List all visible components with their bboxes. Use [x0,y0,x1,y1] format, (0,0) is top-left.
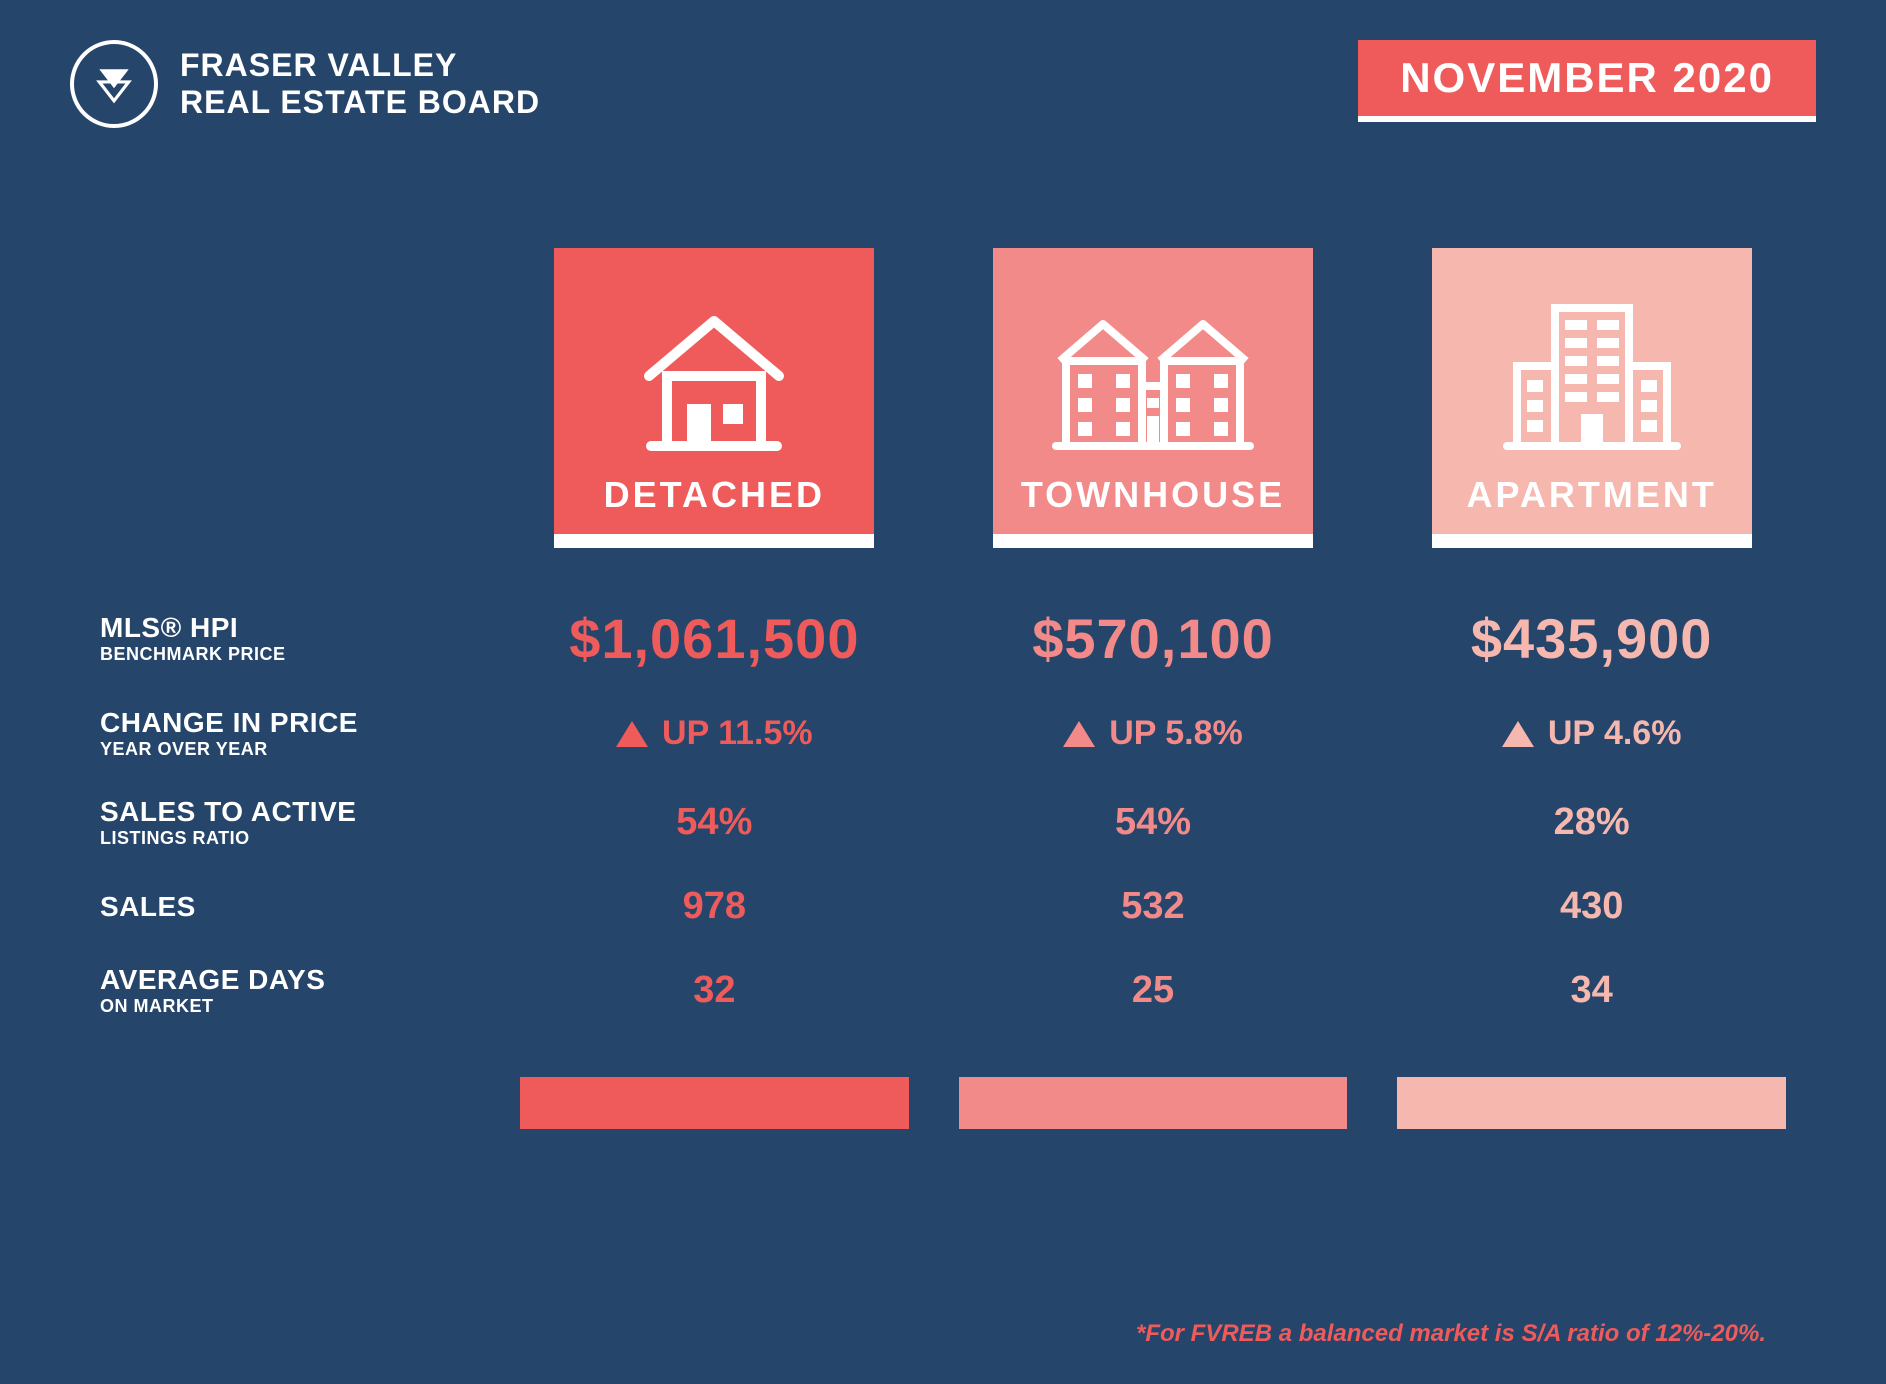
up-arrow-icon [1502,721,1534,747]
price-detached: $1,061,500 [520,606,909,671]
ratio-detached: 54% [520,801,909,844]
row-label-sales: SALES [100,891,470,923]
column-apartment: APARTMENT [1397,248,1786,548]
change-townhouse: UP 5.8% [959,714,1348,753]
data-grid: DETACHED [0,248,1886,1017]
price-apartment: $435,900 [1397,606,1786,671]
row-label-ratio: SALES TO ACTIVE LISTINGS RATIO [100,796,470,849]
column-townhouse: TOWNHOUSE [959,248,1348,548]
bar-apartment [1397,1077,1786,1129]
footer-bars [0,1077,1886,1129]
sales-detached: 978 [520,885,909,928]
org-line1: FRASER VALLEY [180,47,540,84]
sales-townhouse: 532 [959,885,1348,928]
bar-detached [520,1077,909,1129]
card-label-townhouse: TOWNHOUSE [1021,474,1285,516]
header: FRASER VALLEY REAL ESTATE BOARD NOVEMBER… [0,0,1886,128]
change-apartment: UP 4.6% [1397,714,1786,753]
column-detached: DETACHED [520,248,909,548]
footnote: *For FVREB a balanced market is S/A rati… [1136,1320,1766,1348]
days-apartment: 34 [1397,969,1786,1012]
bar-townhouse [959,1077,1348,1129]
row-label-change: CHANGE IN PRICE YEAR OVER YEAR [100,707,470,760]
up-arrow-icon [616,721,648,747]
ratio-townhouse: 54% [959,801,1348,844]
tile-detached: DETACHED [554,248,874,548]
change-detached: UP 11.5% [520,714,909,753]
date-badge: NOVEMBER 2020 [1358,40,1816,122]
row-label-price: MLS® HPI BENCHMARK PRICE [100,612,470,665]
up-arrow-icon [1063,721,1095,747]
org-name: FRASER VALLEY REAL ESTATE BOARD [180,47,540,121]
townhouse-icon [1048,306,1258,456]
price-townhouse: $570,100 [959,606,1348,671]
tile-apartment: APARTMENT [1432,248,1752,548]
house-icon [629,306,799,456]
row-label-days: AVERAGE DAYS ON MARKET [100,964,470,1017]
sales-apartment: 430 [1397,885,1786,928]
tile-townhouse: TOWNHOUSE [993,248,1313,548]
card-label-detached: DETACHED [604,474,825,516]
logo-block: FRASER VALLEY REAL ESTATE BOARD [70,40,540,128]
ratio-apartment: 28% [1397,801,1786,844]
days-townhouse: 25 [959,969,1348,1012]
logo-icon [70,40,158,128]
org-line2: REAL ESTATE BOARD [180,84,540,121]
apartment-icon [1497,296,1687,456]
days-detached: 32 [520,969,909,1012]
card-label-apartment: APARTMENT [1467,474,1717,516]
